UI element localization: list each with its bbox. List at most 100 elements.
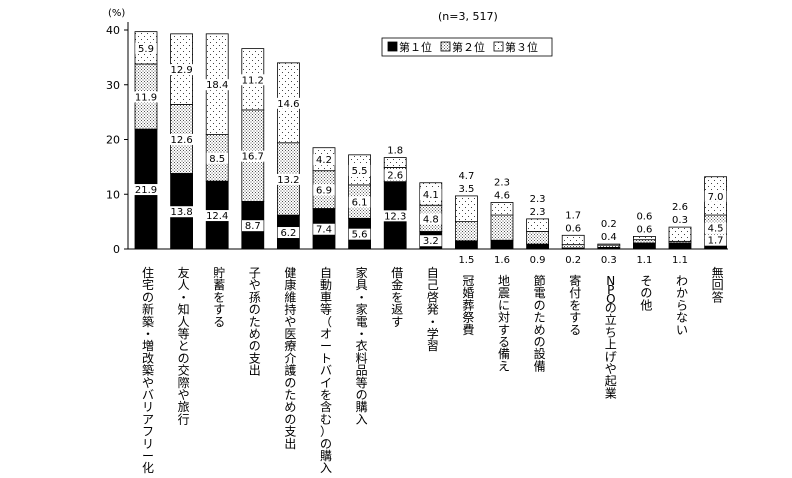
data-label-bg: [167, 64, 196, 76]
data-label-bg: [132, 91, 160, 103]
data-label-bg: [274, 97, 303, 109]
data-label: 0.9: [530, 255, 546, 266]
y-unit-label: (%): [108, 8, 125, 19]
data-label: 2.6: [672, 202, 688, 213]
bar-segment-2: [561, 244, 585, 249]
data-label: 1.1: [636, 255, 652, 266]
data-label: 13.8: [170, 207, 192, 218]
data-label-bg: [242, 220, 264, 232]
data-label-bg: [704, 222, 727, 234]
data-label-bg: [167, 206, 196, 218]
data-label: 4.1: [423, 190, 439, 201]
bar-segment-2: [526, 231, 549, 245]
data-label-bg: [313, 223, 335, 235]
data-label-bg: [384, 169, 406, 181]
data-label-bg: [238, 74, 267, 86]
bar-segment-1: [668, 242, 692, 250]
category-label: 節電のための設備: [534, 273, 546, 373]
data-label: 21.9: [135, 185, 157, 196]
data-label-bg: [348, 164, 371, 176]
data-label: 12.9: [170, 65, 192, 76]
data-label: 16.7: [242, 152, 264, 163]
category-label: 冠婚葬祭費: [462, 274, 474, 337]
data-labels-group: 21.9 11.9 5.9 13.8 12.6 12.9 12.4 8.5 18.4 8.7 16.…: [132, 42, 727, 266]
data-label-bg: [381, 210, 410, 222]
y-tick-label: 40: [106, 24, 120, 37]
data-label: 6.2: [280, 228, 296, 239]
category-labels-group: 住宅の新築・増改築やバリアフリー化 友人・知人等との交際や旅行 貯蓄をする 子や孫のた…: [142, 265, 724, 475]
data-label: 0.2: [565, 255, 581, 266]
category-label: 寄付をする: [569, 273, 581, 337]
category-label: 家具・家電・衣料品等の購入: [356, 265, 368, 426]
category-label: わからない: [676, 274, 688, 337]
data-label: 4.6: [494, 190, 510, 201]
data-label-bg: [348, 196, 371, 208]
data-label: 0.4: [601, 232, 617, 243]
data-label: 4.7: [458, 171, 474, 182]
data-label: 12.3: [384, 211, 406, 222]
data-label: 0.6: [636, 211, 652, 222]
legend: 第１位 第２位 第３位: [381, 37, 553, 57]
data-label-bg: [203, 210, 232, 222]
data-label: 0.3: [672, 215, 688, 226]
data-label: 13.2: [277, 175, 299, 186]
data-label: 12.6: [170, 135, 192, 146]
bar-segment-1: [526, 243, 549, 250]
data-label: 0.6: [636, 224, 652, 235]
data-label: 1.1: [672, 255, 688, 266]
data-label-bg: [238, 150, 267, 162]
data-label: 6.9: [316, 186, 332, 197]
data-label: 18.4: [206, 80, 228, 91]
data-label: 1.7: [708, 236, 724, 247]
data-label: 3.5: [458, 184, 474, 195]
data-label: 14.6: [277, 99, 299, 110]
y-axis: 0 10 20 30 40: [106, 22, 728, 256]
data-label: 7.4: [316, 225, 332, 236]
bar-segment-3: [597, 243, 621, 246]
data-label: 8.7: [245, 221, 261, 232]
category-label: 自動車等（オートバイを含む）の購入: [320, 266, 332, 475]
data-label: 2.3: [530, 194, 546, 205]
bar-segment-2: [490, 214, 514, 241]
category-label: 友人・知人等との交際や旅行: [178, 266, 190, 426]
data-label-bg: [420, 235, 442, 247]
data-label: 5.5: [352, 166, 368, 177]
category-label: 健康維持や医療介護のための支出: [284, 266, 296, 451]
data-label-bg: [313, 154, 335, 166]
bar-segment-3: [490, 202, 514, 216]
data-label-bg: [704, 190, 727, 202]
category-label: N P O の立ち上げや起業: [605, 274, 617, 400]
bar-segment-2: [454, 221, 478, 242]
y-tick-label: 30: [106, 79, 120, 92]
category-label: 自己啓発・学習: [427, 266, 439, 353]
data-label-bg: [203, 79, 232, 91]
category-label: 子や孫のための支出: [249, 266, 261, 378]
data-label: 2.3: [494, 177, 510, 188]
bar-segment-2: [633, 239, 656, 244]
data-label-bg: [135, 42, 157, 54]
y-tick-label: 10: [106, 188, 120, 201]
category-label: 借金を返す: [391, 266, 403, 329]
data-label-bg: [704, 234, 727, 246]
category-label: その他: [640, 274, 652, 312]
legend-label-rank2: 第２位: [452, 40, 485, 54]
category-label: 住宅の新築・増改築やバリアフリー化: [142, 266, 154, 475]
data-label: 12.4: [206, 211, 228, 222]
data-label-bg: [420, 188, 442, 200]
bar-segment-3: [454, 195, 478, 223]
data-label: 7.0: [708, 192, 724, 203]
legend-swatch-rank1: [387, 41, 398, 52]
data-label: 0.3: [601, 255, 617, 266]
data-label-bg: [132, 184, 160, 196]
bar-segment-3: [383, 157, 407, 168]
data-label-bg: [274, 173, 303, 185]
data-label: 6.1: [352, 198, 368, 209]
bar-segment-3: [668, 226, 692, 242]
data-label: 5.9: [138, 44, 154, 55]
data-label-bg: [206, 152, 228, 164]
data-label: 4.2: [316, 155, 332, 166]
bar-segment-1: [490, 239, 514, 250]
data-label-bg: [167, 133, 196, 145]
legend-swatch-rank3: [493, 41, 504, 52]
